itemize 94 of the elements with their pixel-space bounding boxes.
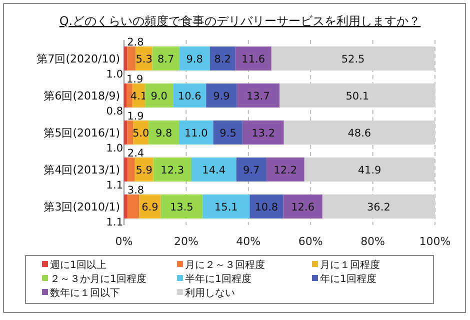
legend-label: ２～３か月に1回程度 — [50, 273, 146, 285]
data-label: 50.1 — [346, 90, 370, 102]
data-label: 1.0 — [106, 68, 123, 81]
bar — [148, 120, 180, 145]
bar — [210, 46, 236, 71]
bar — [250, 194, 284, 219]
bar — [206, 83, 237, 108]
bar — [127, 194, 140, 219]
data-label: 11.6 — [242, 54, 266, 66]
legend-label: 年に1回程度 — [320, 273, 376, 285]
bar — [280, 83, 436, 108]
data-label: 12.3 — [160, 164, 184, 176]
bar — [124, 157, 128, 182]
bar — [124, 194, 128, 219]
x-tick-label: 100% — [419, 235, 451, 248]
y-tick-label: 第5回(2016/1) — [44, 126, 120, 140]
bar — [126, 83, 132, 108]
legend-label: 月に２～３回程度 — [185, 259, 265, 271]
bar — [322, 194, 435, 219]
data-label: 9.5 — [220, 128, 236, 140]
data-label: 13.2 — [252, 128, 276, 140]
data-label: 14.4 — [202, 164, 226, 176]
data-label: 6.9 — [142, 202, 158, 214]
bar — [127, 157, 135, 182]
data-label: 36.2 — [367, 202, 390, 214]
bar — [145, 83, 174, 108]
data-label: 1.9 — [126, 73, 144, 86]
data-label: 11.0 — [184, 128, 208, 140]
bar — [124, 46, 128, 71]
x-tick-label: 40% — [236, 235, 261, 248]
data-label: 12.6 — [291, 202, 315, 214]
data-label: 48.6 — [348, 128, 372, 140]
legend-label: 数年に１回以下 — [50, 287, 120, 299]
y-tick-label: 第4回(2013/1) — [44, 164, 120, 176]
data-label: 1.1 — [106, 216, 123, 229]
bar — [160, 194, 203, 219]
data-label: 13.7 — [246, 90, 270, 102]
data-label: 9.8 — [186, 54, 203, 66]
data-label: 4.1 — [130, 90, 148, 102]
data-label: 1.0 — [106, 142, 123, 155]
x-tick-label: 60% — [298, 235, 323, 248]
legend-label: 週に1回以上 — [50, 259, 106, 271]
bar — [127, 46, 136, 71]
data-label: 10.6 — [178, 90, 202, 102]
bar — [173, 83, 206, 108]
data-label: 15.1 — [214, 202, 238, 214]
bar — [179, 46, 210, 71]
data-label: 41.9 — [358, 164, 382, 176]
data-label: 2.8 — [127, 36, 144, 48]
data-label: 52.5 — [341, 54, 365, 66]
bar — [202, 194, 250, 219]
bar — [235, 46, 272, 71]
bar — [153, 157, 192, 182]
y-tick-label: 第6回(2018/9) — [44, 90, 120, 102]
bar — [213, 120, 243, 145]
data-label: 3.8 — [127, 184, 144, 196]
data-label: 10.8 — [254, 202, 278, 214]
data-label: 5.3 — [136, 54, 152, 66]
bar — [271, 46, 435, 71]
y-tick-label: 第7回(2020/10) — [36, 52, 120, 66]
data-label: 1.1 — [106, 180, 123, 192]
data-label: 5.9 — [136, 164, 152, 176]
bar — [283, 194, 322, 219]
bar — [124, 120, 128, 145]
bar — [127, 120, 134, 145]
bar — [179, 120, 214, 145]
chart-title: Q.どのくらいの頻度で食事のデリバリーサービスを利用しますか？ — [59, 14, 421, 28]
data-label: 5.0 — [132, 128, 150, 140]
x-tick-label: 0% — [115, 235, 133, 248]
data-label: 8.7 — [157, 54, 174, 66]
data-label: 2.4 — [127, 147, 144, 160]
data-label: 9.9 — [213, 90, 230, 102]
data-label: 9.7 — [243, 164, 260, 176]
bar — [236, 83, 280, 108]
data-label: 1.9 — [127, 110, 144, 122]
bar — [284, 120, 435, 145]
bar — [266, 157, 304, 182]
bar — [304, 157, 435, 182]
data-label: 0.8 — [106, 106, 123, 118]
bar — [191, 157, 236, 182]
x-tick-label: 80% — [360, 235, 386, 248]
legend-label: 半年に1回程度 — [185, 273, 252, 285]
bar — [152, 46, 180, 71]
y-tick-label: 第3回(2010/1) — [44, 200, 120, 214]
data-label: 8.2 — [214, 54, 231, 66]
bar — [242, 120, 284, 145]
data-label: 9.8 — [155, 128, 172, 140]
data-label: 12.2 — [274, 164, 298, 176]
data-label: 13.5 — [170, 202, 194, 214]
legend-label: 月に１回程度 — [320, 259, 380, 271]
data-label: 9.0 — [150, 90, 168, 102]
x-tick-label: 20% — [174, 235, 198, 248]
bar — [236, 157, 266, 182]
legend-label: 利用しない — [185, 287, 235, 299]
